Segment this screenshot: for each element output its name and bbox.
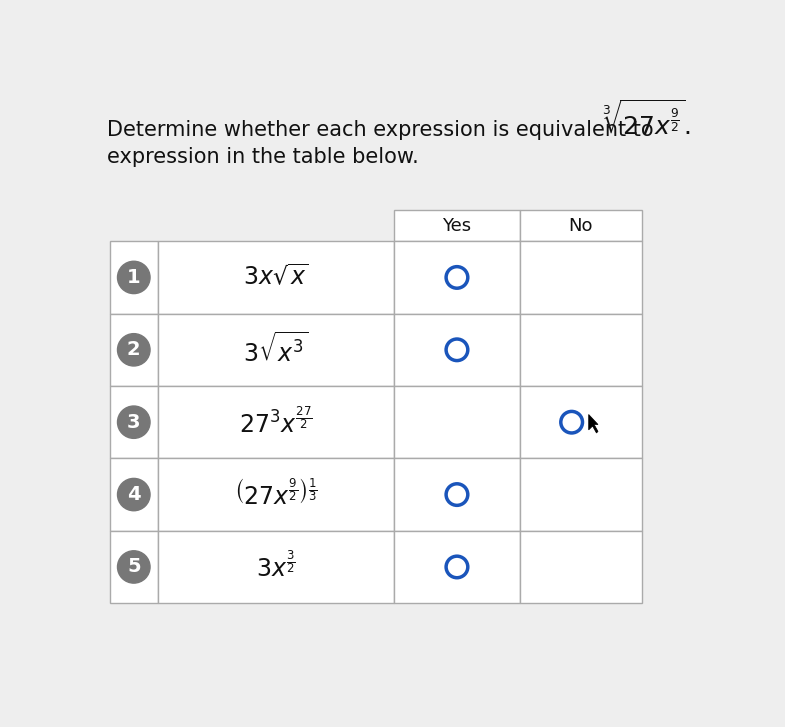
Circle shape [118,406,150,438]
Bar [158,313,394,386]
Circle shape [118,478,150,511]
Bar [394,313,520,386]
Text: $27^3 x^{\frac{27}{2}}$: $27^3 x^{\frac{27}{2}}$ [239,407,312,438]
Bar [110,313,158,386]
Text: 4: 4 [127,485,141,504]
Bar [394,531,520,603]
Bar [394,210,520,241]
Text: 1: 1 [127,268,141,287]
Bar [110,531,158,603]
Polygon shape [589,414,598,433]
Text: $3x\sqrt{x}$: $3x\sqrt{x}$ [243,265,309,291]
Circle shape [118,551,150,583]
Circle shape [118,334,150,366]
Bar [520,531,642,603]
Bar [158,531,394,603]
Bar [520,210,642,241]
Text: $\sqrt[3]{27x^{\frac{9}{2}}}$.: $\sqrt[3]{27x^{\frac{9}{2}}}$. [602,100,691,140]
Bar [520,459,642,531]
Text: No: No [568,217,593,235]
Text: Yes: Yes [443,217,472,235]
Text: 5: 5 [127,558,141,577]
Bar [394,386,520,459]
Bar [520,241,642,313]
Bar [394,459,520,531]
Bar [520,313,642,386]
Text: $\left(27x^{\frac{9}{2}}\right)^{\frac{1}{3}}$: $\left(27x^{\frac{9}{2}}\right)^{\frac{1… [234,479,318,510]
Bar [158,459,394,531]
Text: Determine whether each expression is equivalent to: Determine whether each expression is equ… [108,119,654,140]
Bar [158,241,394,313]
Text: $3x^{\frac{3}{2}}$: $3x^{\frac{3}{2}}$ [256,552,296,582]
Text: expression in the table below.: expression in the table below. [108,147,419,166]
Bar [520,386,642,459]
Circle shape [118,261,150,294]
Bar [110,386,158,459]
Text: 2: 2 [127,340,141,359]
Bar [394,241,520,313]
Bar [110,459,158,531]
Text: 3: 3 [127,413,141,432]
Bar [158,386,394,459]
Text: $3\sqrt{x^3}$: $3\sqrt{x^3}$ [243,332,309,367]
Bar [110,241,158,313]
